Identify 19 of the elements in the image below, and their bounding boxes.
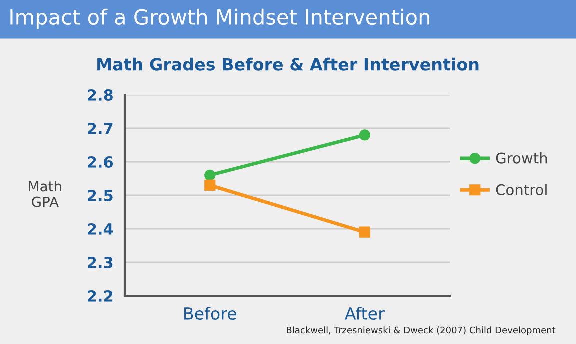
- y-tick-label: 2.5: [88, 190, 113, 202]
- legend-label: Control: [496, 184, 547, 196]
- y-tick-label: 2.6: [88, 156, 114, 168]
- point: [359, 226, 370, 238]
- x-tick-label: After: [345, 307, 385, 320]
- y-tick-label: 2.7: [88, 122, 113, 134]
- point: [204, 170, 216, 181]
- y-tick-label: 2.2: [88, 290, 113, 302]
- point: [359, 130, 370, 141]
- y-axis-title: Math GPA: [29, 181, 62, 208]
- text: Blackwell, Trzesniewski & Dweck (2007) Child Development: [287, 326, 556, 336]
- y-tick-label: 2.8: [88, 89, 113, 102]
- chart-subtitle: Math Grades Before & After Intervention: [98, 58, 479, 71]
- y-tick-label: 2.3: [88, 256, 113, 269]
- y-tick-label: 2.4: [88, 223, 114, 235]
- legend-label: Growth: [496, 152, 548, 164]
- x-tick-label: Before: [184, 307, 236, 320]
- point: [204, 180, 216, 192]
- chart-title: Impact of a Growth Mindset Intervention: [10, 8, 430, 30]
